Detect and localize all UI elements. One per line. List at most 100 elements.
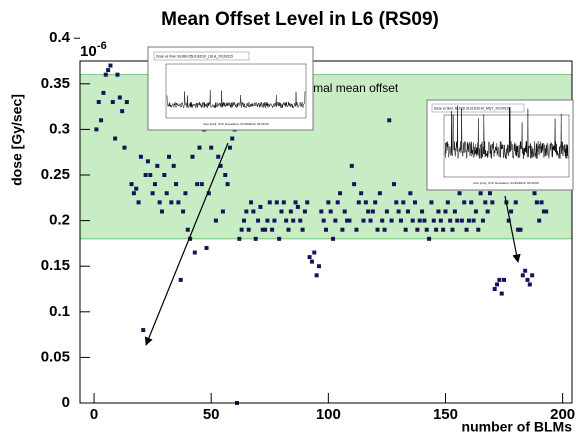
data-point bbox=[483, 200, 488, 205]
data-point bbox=[445, 200, 450, 205]
inset-x-label: time [min], UTC timestamp: 01/15/2010, 0… bbox=[203, 122, 269, 126]
data-point bbox=[220, 209, 225, 214]
inset-title: Dose vs time: BLMQI.31L6.B1E10_MQY_20100… bbox=[434, 106, 510, 110]
data-point bbox=[277, 236, 282, 241]
data-point bbox=[396, 209, 401, 214]
data-point bbox=[335, 200, 340, 205]
data-point bbox=[178, 277, 183, 282]
data-point bbox=[492, 287, 497, 291]
data-point bbox=[258, 204, 263, 209]
data-point bbox=[157, 200, 162, 205]
data-point bbox=[160, 209, 164, 214]
data-point bbox=[534, 200, 539, 205]
y-tick-label: 0.05 bbox=[41, 348, 70, 365]
data-point bbox=[328, 209, 333, 214]
data-point bbox=[143, 173, 148, 177]
data-point bbox=[359, 191, 364, 196]
x-tick-label: 200 bbox=[550, 406, 575, 423]
data-point bbox=[115, 72, 120, 77]
data-point bbox=[462, 200, 467, 205]
data-point bbox=[370, 209, 375, 214]
data-point bbox=[356, 200, 361, 205]
data-point bbox=[316, 264, 321, 269]
data-point bbox=[506, 218, 511, 223]
data-point bbox=[274, 200, 279, 205]
data-point bbox=[94, 127, 99, 132]
data-point bbox=[450, 227, 455, 232]
y-multiplier-exponent: -6 bbox=[97, 40, 107, 52]
data-point bbox=[457, 191, 462, 196]
data-point bbox=[532, 191, 537, 196]
data-point bbox=[434, 227, 439, 232]
data-point bbox=[152, 182, 157, 187]
data-point bbox=[237, 236, 242, 241]
data-point bbox=[150, 191, 155, 196]
data-point bbox=[478, 191, 483, 196]
data-point bbox=[169, 200, 174, 205]
data-point bbox=[286, 227, 291, 232]
data-point bbox=[263, 227, 268, 232]
data-point bbox=[199, 182, 204, 187]
data-point bbox=[155, 163, 160, 168]
data-point bbox=[129, 182, 134, 187]
data-point bbox=[251, 209, 256, 214]
data-point bbox=[293, 200, 298, 205]
data-point bbox=[324, 227, 328, 232]
data-point bbox=[188, 236, 193, 241]
data-point bbox=[340, 227, 345, 232]
data-point bbox=[464, 227, 469, 232]
data-point bbox=[216, 154, 221, 159]
inset-trace bbox=[444, 105, 569, 159]
data-point bbox=[110, 100, 115, 105]
data-point bbox=[490, 200, 495, 205]
data-point bbox=[420, 209, 425, 214]
data-point bbox=[363, 200, 368, 205]
data-point bbox=[342, 209, 347, 214]
data-point bbox=[427, 236, 432, 241]
data-point bbox=[120, 109, 125, 114]
inset-title-box bbox=[431, 103, 525, 113]
data-point bbox=[312, 250, 317, 255]
data-point bbox=[300, 227, 305, 232]
data-point bbox=[436, 209, 441, 214]
data-point bbox=[406, 209, 410, 214]
y-tick-label: 0.3 bbox=[49, 120, 70, 137]
data-point bbox=[307, 255, 312, 260]
inset-axes bbox=[165, 63, 307, 119]
data-point bbox=[192, 250, 197, 255]
data-point bbox=[302, 209, 307, 214]
data-point bbox=[171, 163, 176, 168]
data-point bbox=[148, 173, 153, 177]
data-point bbox=[387, 118, 392, 123]
y-tick-label: 0 bbox=[62, 394, 70, 411]
data-point bbox=[443, 209, 448, 214]
data-point bbox=[441, 227, 446, 232]
data-point bbox=[331, 236, 336, 241]
band-label: Normal mean offset bbox=[294, 81, 399, 95]
data-point bbox=[162, 173, 167, 177]
data-point bbox=[485, 209, 490, 214]
data-point bbox=[366, 209, 371, 214]
data-point bbox=[197, 145, 202, 150]
data-point bbox=[270, 227, 275, 232]
data-point bbox=[389, 218, 394, 223]
data-point bbox=[527, 282, 532, 287]
data-point bbox=[321, 218, 326, 223]
data-point bbox=[260, 227, 265, 232]
data-point bbox=[459, 218, 464, 223]
data-point bbox=[438, 218, 443, 223]
data-point bbox=[333, 218, 338, 223]
data-point bbox=[469, 200, 474, 205]
data-point bbox=[246, 227, 251, 232]
data-point bbox=[106, 68, 111, 73]
inset: Dose vs time: BLMEI.05L6.B2I10_LDLA_2010… bbox=[147, 46, 314, 131]
y-tick-label: 0.35 bbox=[41, 75, 70, 92]
inset-frame bbox=[147, 46, 314, 131]
data-point bbox=[537, 218, 542, 223]
x-tick-label: 100 bbox=[316, 406, 341, 423]
data-point bbox=[525, 277, 530, 282]
data-point bbox=[272, 218, 277, 223]
data-point bbox=[138, 154, 143, 159]
arrow bbox=[504, 195, 521, 263]
x-tick-label: 50 bbox=[203, 406, 220, 423]
